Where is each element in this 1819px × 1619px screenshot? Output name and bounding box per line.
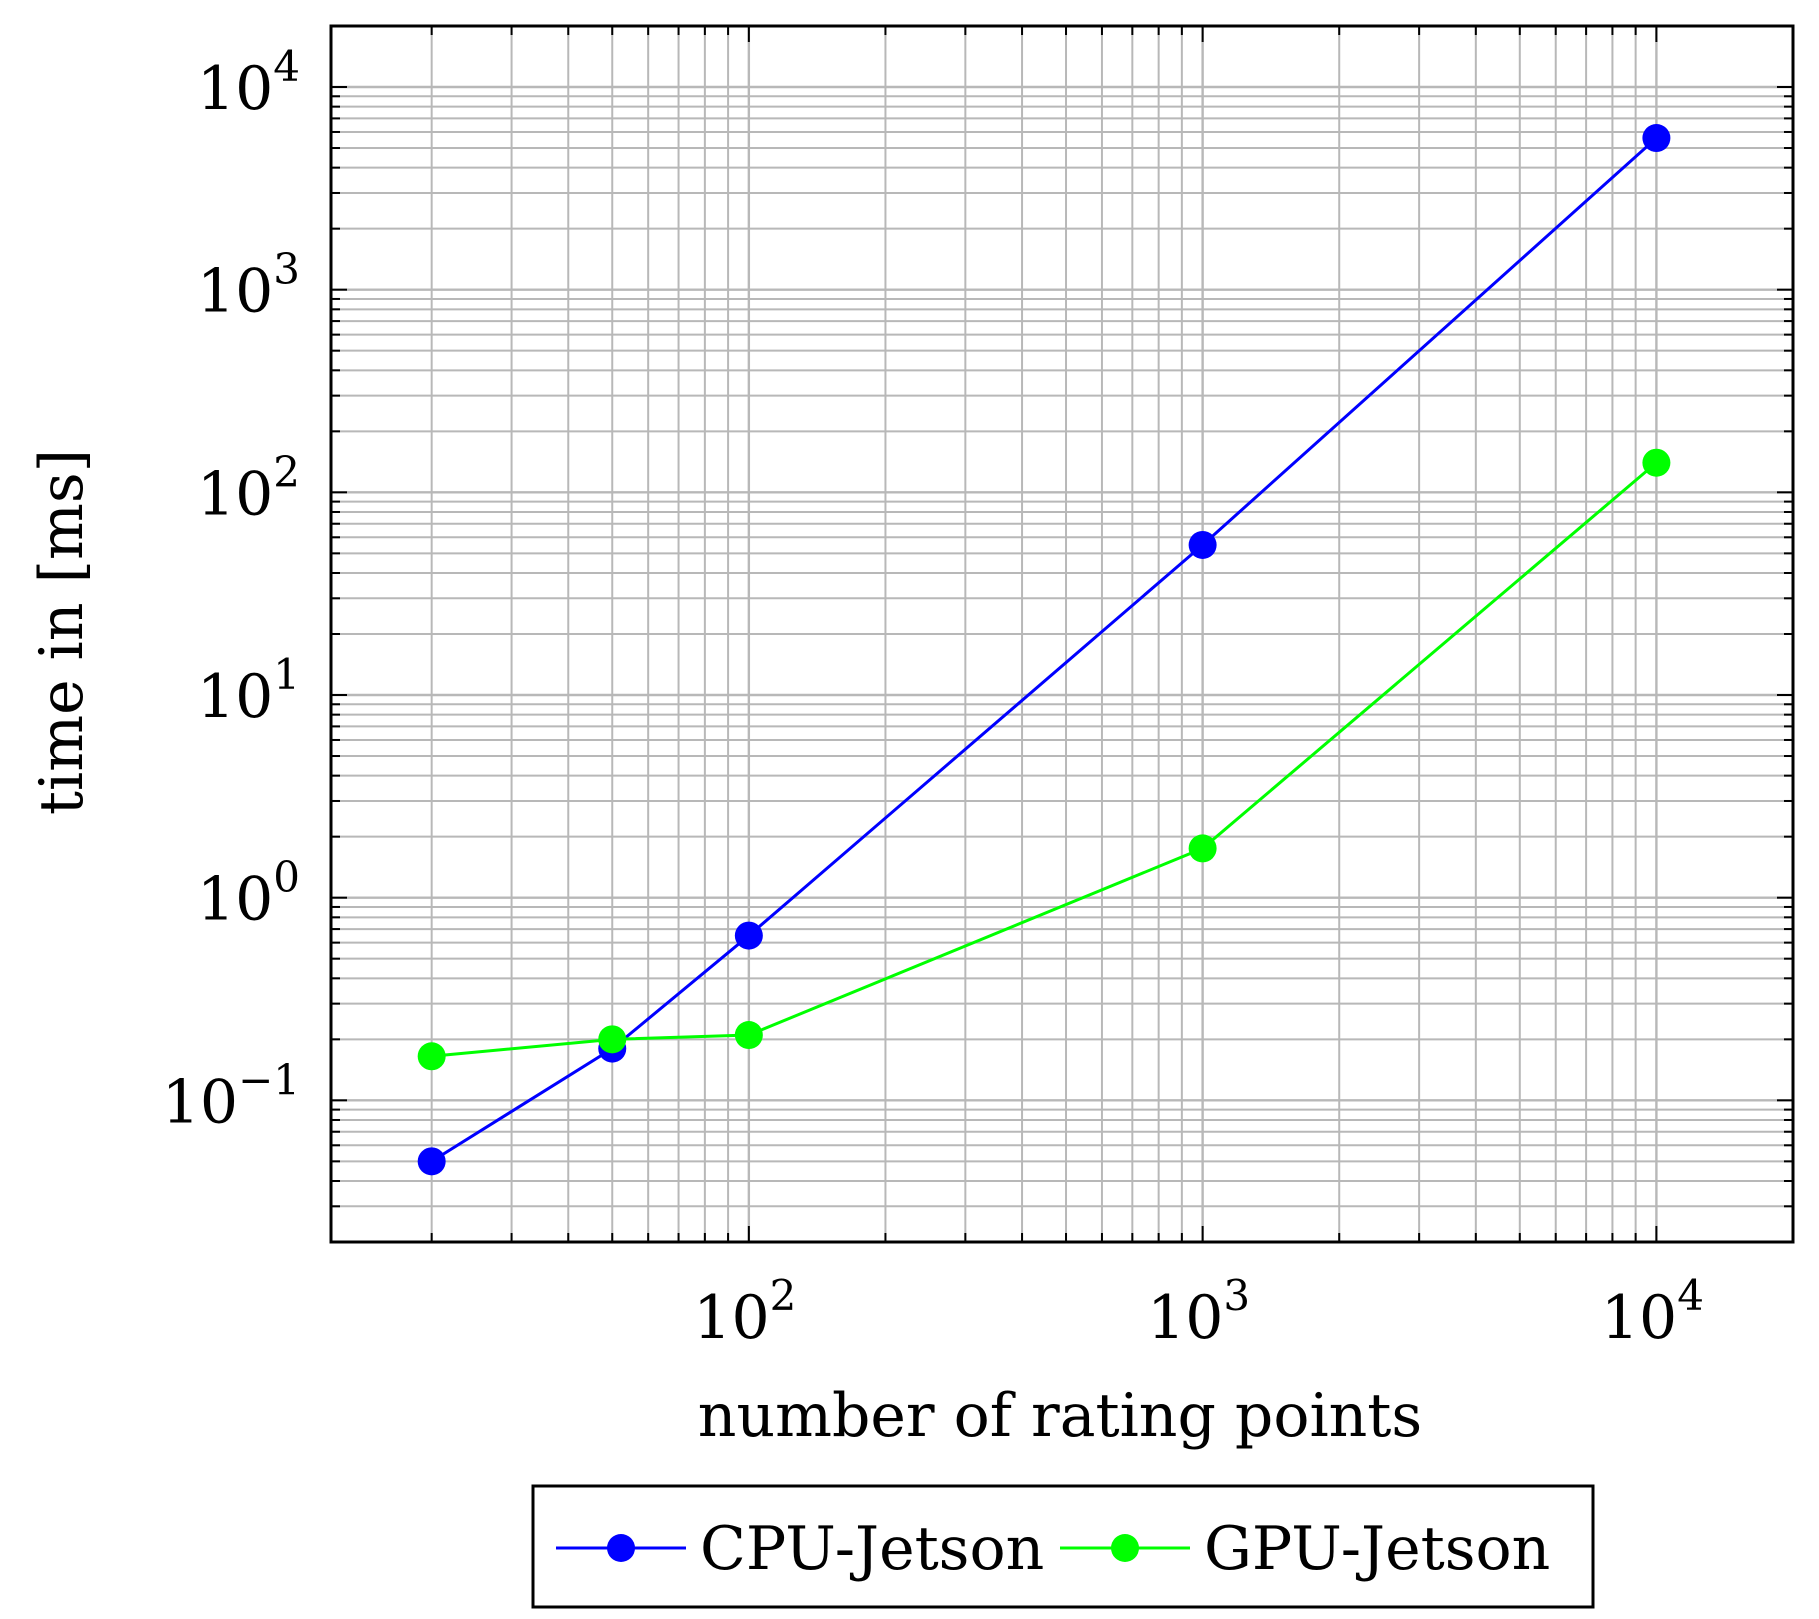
legend: CPU-Jetson GPU-Jetson xyxy=(531,1484,1595,1609)
legend-item: GPU-Jetson xyxy=(1060,1514,1550,1584)
x-axis-ticks: 102 103 104 xyxy=(430,26,1794,1353)
legend-marker xyxy=(1111,1534,1139,1562)
x-tick-label: 103 xyxy=(1147,1271,1250,1353)
series-layer xyxy=(417,124,1671,1176)
data-point xyxy=(734,1021,763,1050)
series-CPU-Jetson xyxy=(417,124,1671,1176)
y-axis-label: time in [ms] xyxy=(27,449,97,815)
y-axis-ticks: 10−1 100 101 102 103 104 xyxy=(162,25,1793,1243)
y-tick-label: 102 xyxy=(197,447,300,529)
series-line xyxy=(431,461,1658,1058)
data-point xyxy=(417,1042,446,1071)
y-tick-label: 100 xyxy=(197,853,300,935)
y-tick-label: 101 xyxy=(197,650,300,732)
legend-label: CPU-Jetson xyxy=(700,1514,1044,1584)
y-tick-label: 10−1 xyxy=(162,1055,300,1137)
legend-label: GPU-Jetson xyxy=(1204,1514,1550,1584)
y-tick-label: 103 xyxy=(197,245,300,327)
data-point xyxy=(598,1025,627,1054)
data-point xyxy=(1642,448,1671,477)
grid-minor xyxy=(331,25,1794,1243)
y-tick-label: 104 xyxy=(197,42,300,124)
data-point xyxy=(734,921,763,950)
data-point xyxy=(1642,124,1671,153)
series-GPU-Jetson xyxy=(417,448,1671,1071)
data-point xyxy=(1188,530,1217,559)
data-point xyxy=(1188,834,1217,863)
x-tick-label: 104 xyxy=(1601,1271,1704,1353)
grid-major xyxy=(331,26,1793,1242)
legend-item: CPU-Jetson xyxy=(556,1514,1044,1584)
data-point xyxy=(417,1147,446,1176)
x-tick-label: 102 xyxy=(693,1271,796,1353)
legend-marker xyxy=(607,1534,635,1562)
x-axis-label: number of rating points xyxy=(698,1381,1422,1451)
series-line xyxy=(430,136,1658,1163)
